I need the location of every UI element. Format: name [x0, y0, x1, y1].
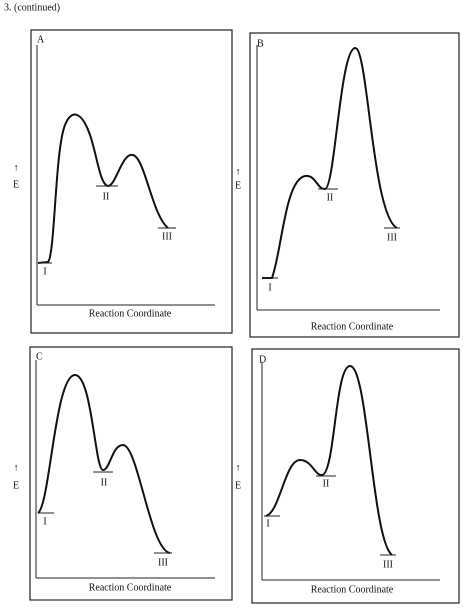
y-label: E	[235, 480, 241, 491]
panel-frame	[29, 346, 233, 601]
energy-curve	[37, 373, 171, 554]
y-arrow: ↑	[14, 162, 19, 173]
state-label: III	[162, 231, 172, 242]
state-label: II	[327, 192, 334, 203]
energy-curve	[37, 113, 169, 264]
state-label: I	[266, 518, 269, 529]
state-label: III	[158, 557, 168, 568]
y-label: E	[235, 180, 241, 191]
panel-frame	[251, 348, 460, 604]
panel-letter: B	[257, 38, 264, 49]
state-label: I	[43, 266, 46, 277]
state-label: II	[103, 191, 110, 202]
panel-letter: A	[37, 34, 45, 45]
panel-frame	[30, 29, 233, 334]
y-label: E	[13, 480, 19, 491]
panel-letter: C	[36, 351, 43, 362]
page-title: 3. (continued)	[4, 2, 60, 13]
state-label: II	[101, 477, 108, 488]
x-label: Reaction Coordinate	[89, 308, 172, 319]
x-label: Reaction Coordinate	[311, 584, 394, 595]
y-arrow: ↑	[236, 462, 241, 473]
panel-frame	[249, 32, 460, 338]
y-arrow: ↑	[236, 166, 241, 177]
state-label: II	[323, 478, 330, 489]
state-label: I	[43, 516, 46, 527]
y-label: E	[13, 179, 19, 190]
panel-letter: D	[259, 354, 266, 365]
x-label: Reaction Coordinate	[311, 321, 394, 332]
energy-curve	[265, 364, 393, 556]
x-label: Reaction Coordinate	[89, 582, 172, 593]
state-label: III	[387, 232, 397, 243]
state-label: III	[383, 559, 393, 570]
state-label: I	[268, 282, 271, 293]
energy-curve	[262, 46, 398, 279]
y-arrow: ↑	[14, 462, 19, 473]
